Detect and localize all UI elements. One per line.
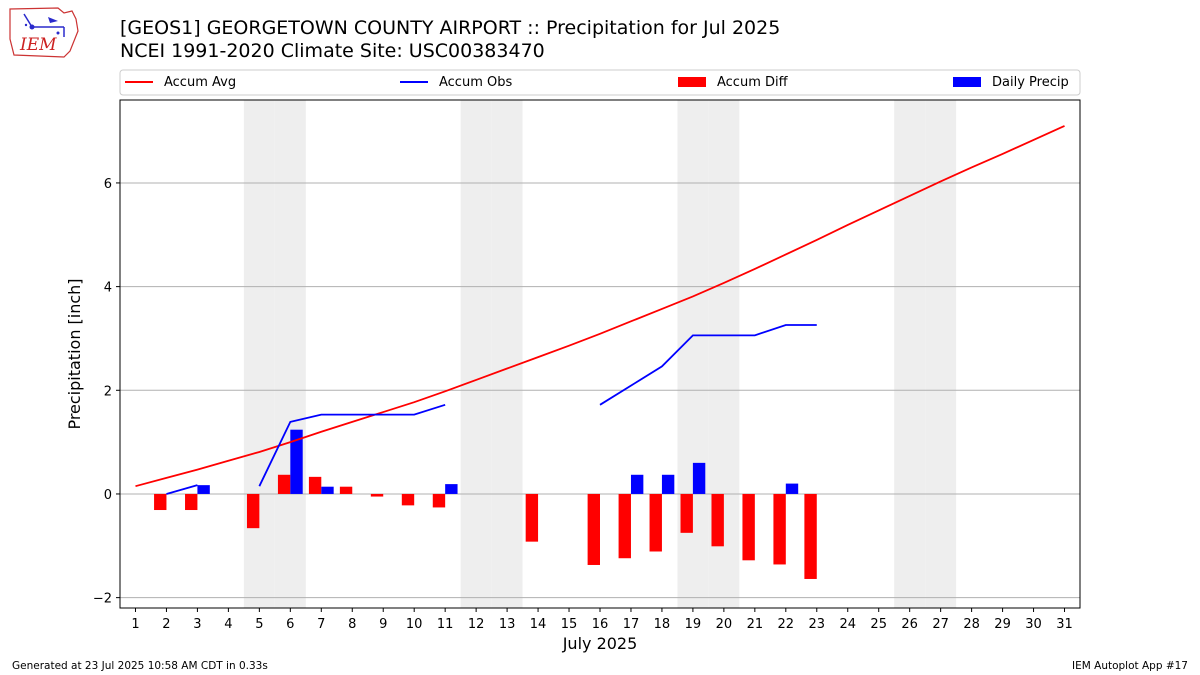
- x-tick-label-6: 6: [286, 617, 294, 632]
- y-tick-label-2: 2: [104, 384, 112, 399]
- legend: Accum Avg Accum Obs Accum Diff Daily Precip: [119, 69, 1081, 96]
- x-tick-label-15: 15: [561, 617, 578, 632]
- x-tick-label-9: 9: [379, 617, 387, 632]
- x-tick-label-10: 10: [406, 617, 423, 632]
- x-tick-label-22: 22: [778, 617, 795, 632]
- daily-precip-bar-22: [785, 483, 799, 494]
- weekend-shade-6: [274, 100, 306, 608]
- x-tick-label-8: 8: [348, 617, 356, 632]
- x-axis-label: July 2025: [562, 634, 638, 653]
- weekend-shade-13: [491, 100, 523, 608]
- lines: [135, 125, 1065, 495]
- x-tick-label-24: 24: [839, 617, 856, 632]
- accum-diff-bar-20: [711, 493, 724, 547]
- x-tick-label-2: 2: [162, 617, 170, 632]
- daily-precip-bar-18: [661, 474, 675, 494]
- accum-diff-bar-11: [432, 493, 446, 508]
- accum-diff-bar-19: [680, 493, 693, 533]
- svg-text:IEM: IEM: [19, 35, 57, 55]
- weekend-shade-5: [243, 100, 275, 608]
- chart-subtitle: NCEI 1991-2020 Climate Site: USC00383470: [120, 40, 545, 62]
- legend-label-accum-avg: Accum Avg: [164, 75, 236, 90]
- x-tick-label-25: 25: [870, 617, 887, 632]
- x-tick-label-20: 20: [716, 617, 733, 632]
- daily-precip-bar-7: [321, 486, 334, 494]
- legend-swatch-daily-precip: [953, 77, 981, 87]
- accum-diff-bar-10: [401, 493, 415, 506]
- y-tick-label-6: 6: [104, 177, 112, 192]
- accum-diff-bar-22: [773, 493, 786, 565]
- accum-diff-bar-17: [618, 493, 631, 559]
- accum-diff-bar-3: [185, 493, 198, 511]
- weekend-shade-26: [894, 100, 926, 608]
- accum-diff-bar-23: [804, 493, 817, 579]
- accum-avg-line: [135, 125, 1065, 488]
- chart-title: [GEOS1] GEORGETOWN COUNTY AIRPORT :: Pre…: [120, 17, 781, 39]
- y-tick-label--2: −2: [93, 592, 112, 607]
- daily-precip-bar-3: [197, 485, 210, 494]
- accum-diff-bar-9: [370, 493, 384, 497]
- daily-precip-bar-19: [692, 462, 706, 494]
- y-axis-label: Precipitation [inch]: [65, 278, 84, 429]
- accum-diff-bar-18: [649, 493, 662, 552]
- x-tick-label-4: 4: [224, 617, 232, 632]
- x-tick-label-18: 18: [654, 617, 671, 632]
- x-tick-label-12: 12: [468, 617, 485, 632]
- accum-obs-line-1: [166, 484, 198, 495]
- legend-box: [119, 69, 1081, 96]
- accum-obs-line-3: [599, 324, 817, 406]
- x-tick-label-7: 7: [317, 617, 325, 632]
- weekend-shading: [243, 100, 957, 608]
- accum-diff-bar-14: [525, 493, 539, 542]
- x-tick-label-26: 26: [901, 617, 918, 632]
- legend-label-accum-obs: Accum Obs: [439, 75, 512, 90]
- daily-precip-bar-11: [445, 484, 458, 494]
- accum-diff-bar-2: [154, 493, 167, 511]
- accum-diff-bar-8: [339, 486, 353, 494]
- legend-label-accum-diff: Accum Diff: [717, 75, 789, 90]
- daily-precip-bar-17: [630, 474, 644, 494]
- x-tick-label-29: 29: [994, 617, 1011, 632]
- weekend-shade-12: [460, 100, 492, 608]
- y-tick-label-4: 4: [104, 281, 112, 296]
- legend-label-daily-precip: Daily Precip: [992, 75, 1069, 90]
- accum-obs-line-2: [258, 403, 446, 487]
- y-tick-label-0: 0: [104, 488, 112, 503]
- x-tick-label-11: 11: [437, 617, 454, 632]
- iem-logo: IEM: [6, 5, 82, 59]
- x-tick-label-17: 17: [623, 617, 640, 632]
- x-tick-label-30: 30: [1025, 617, 1042, 632]
- x-tick-label-23: 23: [809, 617, 826, 632]
- x-tick-label-1: 1: [131, 617, 139, 632]
- bars: [154, 429, 817, 579]
- weekend-shade-27: [925, 100, 957, 608]
- x-tick-label-3: 3: [193, 617, 201, 632]
- x-tick-label-28: 28: [963, 617, 980, 632]
- legend-swatch-accum-diff: [678, 77, 706, 87]
- accum-diff-bar-6: [277, 474, 291, 494]
- x-tick-label-27: 27: [932, 617, 949, 632]
- x-tick-label-16: 16: [592, 617, 609, 632]
- daily-precip-bar-6: [290, 429, 303, 494]
- x-tick-label-14: 14: [530, 617, 547, 632]
- accum-diff-bar-5: [246, 493, 260, 529]
- accum-diff-bar-21: [742, 493, 755, 561]
- app-id: IEM Autoplot App #17: [1072, 660, 1188, 672]
- x-tick-label-19: 19: [685, 617, 702, 632]
- x-tick-label-13: 13: [499, 617, 516, 632]
- generated-timestamp: Generated at 23 Jul 2025 10:58 AM CDT in…: [12, 660, 268, 672]
- ticks: 1 2 3 4 5 6 7 8 9 10 11 12 13 14 15 16 17 18 19 20 21 22 23 24 2…: [93, 177, 1073, 632]
- x-tick-label-21: 21: [747, 617, 764, 632]
- accum-diff-bar-16: [587, 493, 600, 565]
- x-tick-label-5: 5: [255, 617, 263, 632]
- x-tick-label-31: 31: [1056, 617, 1073, 632]
- accum-diff-bar-7: [308, 476, 322, 494]
